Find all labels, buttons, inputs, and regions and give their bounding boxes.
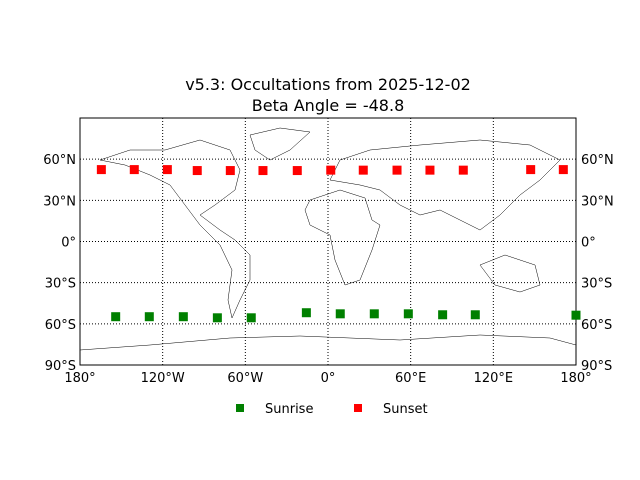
point-sunrise [403,309,413,319]
y-tick-label-right: 60°N [581,153,614,168]
point-sunset [129,165,139,175]
legend-marker-sunset [354,404,362,412]
x-tick-label: 180° [64,371,95,386]
point-sunset [292,166,302,176]
legend-marker-sunrise [236,404,244,412]
x-tick-label: 60°E [395,371,426,386]
y-tick-label-left: 30°S [45,277,76,292]
point-sunset [558,165,568,175]
point-sunrise [470,310,480,320]
y-tick-label-left: 30°N [43,194,76,209]
x-tick-label: 0° [321,371,336,386]
point-sunrise [438,310,448,320]
point-sunset [458,165,468,175]
chart-title: v5.3: Occultations from 2025-12-02 [185,75,471,94]
point-sunrise [369,309,379,319]
tick-labels: 180° 120°W 60°W 0° 60°E 120°E 180° 60°N 60°N 30°N… [43,153,614,386]
y-tick-label-right: 0° [581,236,596,251]
y-tick-label-left: 0° [61,236,76,251]
point-sunset [225,166,235,176]
x-tick-label: 180° [560,371,591,386]
point-sunset [358,165,368,175]
point-sunrise [212,313,222,323]
grid [80,118,576,365]
point-sunset [192,166,202,176]
legend: Sunrise Sunset [236,402,428,417]
y-tick-label-right: 30°S [581,277,612,292]
point-sunrise [335,309,345,319]
point-sunrise [178,312,188,322]
y-tick-label-left: 90°S [45,359,76,374]
point-sunset [526,165,536,175]
point-sunrise [301,308,311,318]
point-sunset [326,165,336,175]
point-sunrise [571,310,581,320]
x-tick-label: 120°W [141,371,185,386]
y-tick-label-left: 60°S [45,318,76,333]
x-tick-label: 60°W [227,371,263,386]
point-sunset [162,165,172,175]
y-tick-label-right: 90°S [581,359,612,374]
legend-label-sunrise: Sunrise [265,402,313,417]
point-sunset [392,165,402,175]
chart-subtitle: Beta Angle = -48.8 [252,96,405,115]
point-sunrise [246,313,256,323]
axes-frame [79,117,577,366]
point-sunset [425,165,435,175]
y-tick-label-left: 60°N [43,153,76,168]
y-tick-label-right: 60°S [581,318,612,333]
point-sunset [258,166,268,176]
point-sunset [96,165,106,175]
point-sunrise [144,312,154,322]
data-points [96,165,581,323]
coastlines [79,127,577,351]
y-tick-label-right: 30°N [581,194,614,209]
x-tick-label: 120°E [474,371,514,386]
point-sunrise [111,312,121,322]
legend-label-sunset: Sunset [383,402,428,417]
